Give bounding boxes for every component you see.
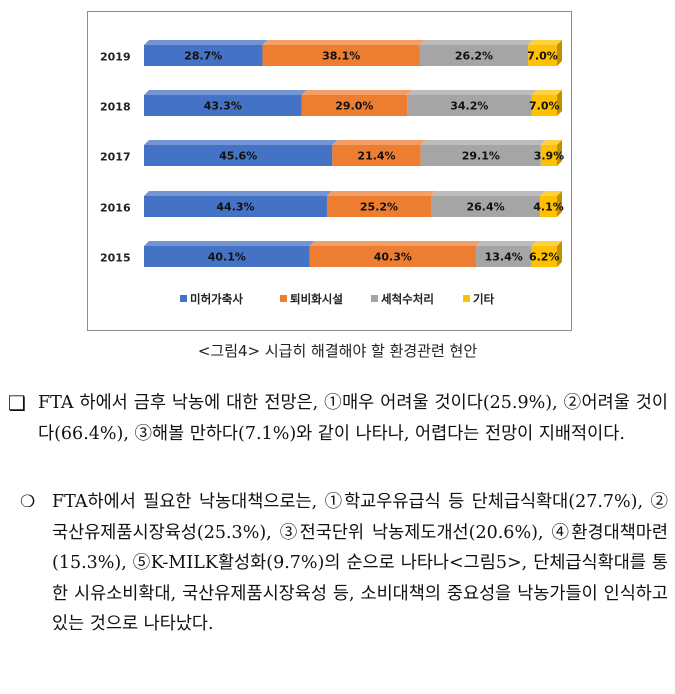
- bar-side-2016: [557, 191, 562, 217]
- paragraph-sub-text: FTA하에서 필요한 낙농대책으로는, ①학교우유급식 등 단체급식확대(27.…: [52, 492, 668, 634]
- bar-2016-3: [540, 196, 557, 217]
- category-label-2018: 2018: [100, 101, 131, 114]
- bar-top-2015-1: [309, 241, 482, 246]
- data-label-2018-1: 29.0%: [335, 100, 373, 113]
- bar-top-2019-1: [262, 40, 425, 45]
- bar-top-2016-1: [326, 191, 437, 196]
- category-label-2019: 2019: [100, 51, 131, 64]
- bar-top-2017-3: [540, 140, 562, 145]
- bar-2018-0: [144, 95, 302, 116]
- data-label-2015-1: 40.3%: [374, 251, 412, 264]
- bar-top-2015-0: [144, 241, 315, 246]
- data-label-2017-1: 21.4%: [357, 150, 395, 163]
- bar-2017-2: [420, 145, 541, 166]
- legend-swatch-3: [463, 295, 470, 302]
- legend-label-2: 세척수처리: [381, 292, 434, 306]
- bar-2018-1: [301, 95, 408, 116]
- data-label-2018-0: 43.3%: [204, 100, 242, 113]
- data-label-2019-0: 28.7%: [184, 50, 222, 63]
- data-label-2018-2: 34.2%: [450, 100, 488, 113]
- data-label-2015-2: 13.4%: [485, 251, 523, 264]
- bar-2019-2: [419, 45, 529, 66]
- bar-2017-1: [332, 145, 421, 166]
- bar-top-2018-3: [531, 90, 562, 95]
- legend-swatch-1: [280, 295, 287, 302]
- bar-2019-0: [144, 45, 263, 66]
- data-label-2015-0: 40.1%: [208, 251, 246, 264]
- bar-top-2016-2: [431, 191, 546, 196]
- bar-2019-3: [528, 45, 557, 66]
- circle-bullet-icon: ❍: [20, 492, 36, 512]
- legend-label-1: 퇴비화시설: [290, 292, 343, 306]
- bar-top-2017-2: [420, 140, 546, 145]
- bar-2018-2: [407, 95, 532, 116]
- chart-frame: 2019 28.7% 38.1% 26.2% 7.0% 2018 43.3% 29.0% 34.…: [87, 11, 572, 331]
- bar-top-2016-0: [144, 191, 332, 196]
- data-label-2019-1: 38.1%: [322, 50, 360, 63]
- data-label-2019-3: 7.0%: [527, 50, 558, 63]
- paragraph-main-text: FTA 하에서 금후 낙농에 대한 전망은, ①매우 어려울 것이다(25.9%…: [38, 393, 668, 444]
- legend-swatch-0: [180, 295, 187, 302]
- bar-top-2018-1: [301, 90, 413, 95]
- data-label-2019-2: 26.2%: [455, 50, 493, 63]
- bar-top-2019-2: [419, 40, 534, 45]
- bar-side-2017: [557, 140, 562, 166]
- bar-side-2019: [557, 40, 562, 66]
- bar-2015-0: [144, 246, 310, 267]
- bar-2017-0: [144, 145, 333, 166]
- category-label-2016: 2016: [100, 202, 131, 215]
- data-label-2017-3: 3.9%: [534, 150, 565, 163]
- bar-2016-1: [326, 196, 432, 217]
- bar-top-2015-2: [476, 241, 537, 246]
- bar-top-2017-0: [144, 140, 338, 145]
- bar-top-2015-3: [531, 241, 562, 246]
- bar-top-2018-2: [407, 90, 537, 95]
- legend-swatch-2: [371, 295, 378, 302]
- data-label-2015-3: 6.2%: [529, 251, 560, 264]
- legend-label-0: 미허가축사: [190, 292, 243, 306]
- data-label-2017-0: 45.6%: [219, 150, 257, 163]
- data-label-2018-3: 7.0%: [529, 100, 560, 113]
- bar-2016-2: [431, 196, 541, 217]
- bar-2015-3: [531, 246, 557, 267]
- bar-2015-1: [309, 246, 477, 267]
- paragraph-sub: ❍ FTA하에서 필요한 낙농대책으로는, ①학교우유급식 등 단체급식확대(2…: [20, 487, 668, 640]
- bar-2019-1: [262, 45, 420, 66]
- data-label-2016-0: 44.3%: [216, 201, 254, 214]
- square-bullet-icon: ❑: [8, 391, 26, 415]
- bar-top-2017-1: [332, 140, 426, 145]
- paragraph-main: ❑ FTA 하에서 금후 낙농에 대한 전망은, ①매우 어려울 것이다(25.…: [8, 388, 668, 449]
- bar-top-2019-3: [528, 40, 562, 45]
- figure-caption: <그림4> 시급히 해결해야 할 환경관련 현안: [197, 342, 478, 360]
- category-label-2015: 2015: [100, 252, 131, 265]
- bar-top-2019-0: [144, 40, 268, 45]
- bar-2017-3: [540, 145, 557, 166]
- bar-side-2018: [557, 90, 562, 116]
- bar-2016-0: [144, 196, 327, 217]
- bar-top-2016-3: [540, 191, 562, 196]
- data-label-2016-3: 4.1%: [533, 201, 564, 214]
- bar-2018-3: [531, 95, 557, 116]
- bar-side-2015: [557, 241, 562, 267]
- category-label-2017: 2017: [100, 151, 131, 164]
- legend-label-3: 기타: [473, 292, 495, 306]
- data-label-2016-2: 26.4%: [466, 201, 504, 214]
- bar-top-2018-0: [144, 90, 307, 95]
- bar-2015-2: [476, 246, 532, 267]
- stacked-bar-chart: 2019 28.7% 38.1% 26.2% 7.0% 2018 43.3% 29.0% 34.…: [100, 40, 565, 306]
- data-label-2016-1: 25.2%: [360, 201, 398, 214]
- data-label-2017-2: 29.1%: [462, 150, 500, 163]
